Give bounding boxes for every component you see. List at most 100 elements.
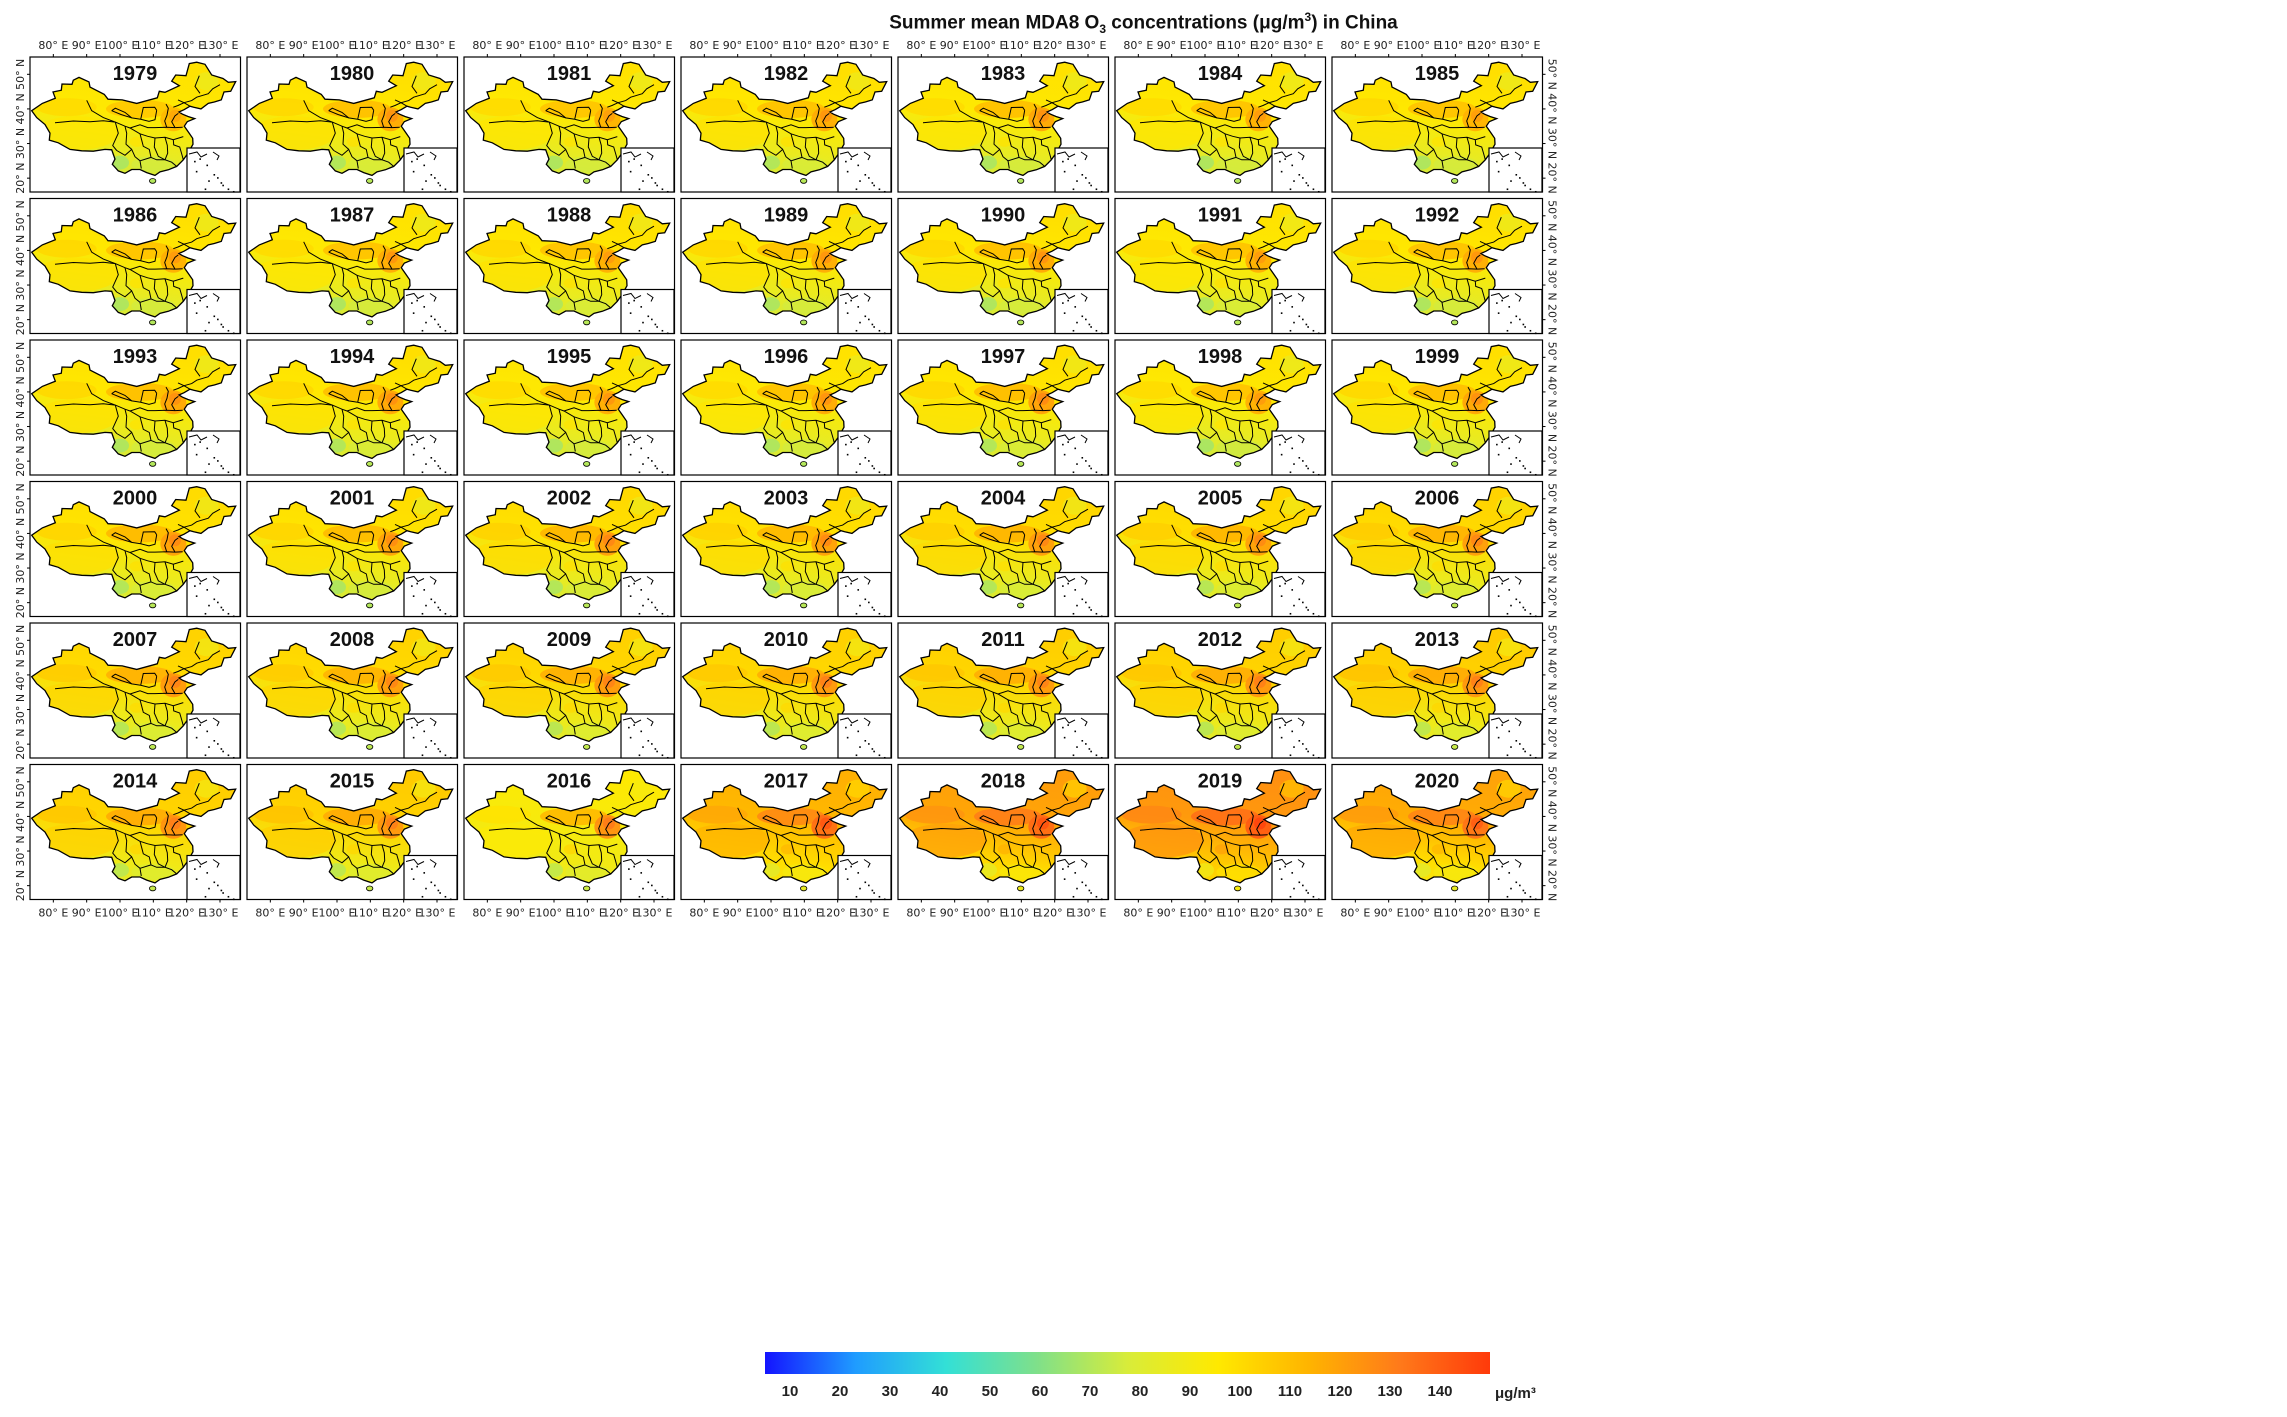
province-boundary bbox=[164, 420, 169, 443]
panel-year-label: 1994 bbox=[330, 346, 375, 368]
province-boundary bbox=[607, 225, 655, 250]
south-china-sea-inset bbox=[620, 147, 675, 193]
y-tick-label: 50° N bbox=[14, 483, 27, 514]
province-boundary bbox=[1258, 791, 1306, 816]
province-boundary bbox=[845, 500, 852, 519]
south-china-sea-inset bbox=[837, 854, 892, 901]
province-boundary bbox=[1418, 558, 1454, 586]
province-boundary bbox=[1442, 389, 1460, 403]
south-china-sea-inset bbox=[1488, 571, 1543, 618]
province-boundary bbox=[1040, 564, 1052, 585]
colorbar-tick-label: 130 bbox=[1377, 1383, 1402, 1400]
figure-title: Summer mean MDA8 O3 concentrations (μg/m… bbox=[889, 10, 1398, 37]
province-boundary bbox=[1414, 263, 1421, 293]
province-boundary bbox=[574, 672, 592, 686]
province-boundary bbox=[992, 833, 1001, 858]
province-boundary bbox=[1214, 265, 1268, 270]
province-boundary bbox=[172, 847, 184, 868]
province-boundary bbox=[124, 126, 133, 150]
map-panel-1997: 1997 bbox=[897, 339, 1110, 476]
province-boundary bbox=[173, 508, 221, 533]
province-boundary bbox=[164, 703, 169, 726]
province-boundary bbox=[356, 274, 401, 282]
province-boundary bbox=[762, 815, 784, 826]
map-panel-1988: 1988 bbox=[463, 197, 676, 335]
province-boundary bbox=[823, 139, 835, 160]
province-boundary bbox=[111, 107, 133, 119]
province-boundary bbox=[390, 367, 438, 391]
province-boundary bbox=[1262, 99, 1276, 107]
province-boundary bbox=[823, 847, 835, 868]
province-boundary bbox=[1249, 811, 1254, 835]
province-boundary bbox=[791, 106, 809, 120]
province-boundary bbox=[992, 267, 1001, 292]
country-outline bbox=[247, 61, 454, 177]
province-boundary bbox=[389, 281, 401, 302]
x-tick-label: 100° E bbox=[102, 907, 139, 920]
south-china-sea-inset bbox=[403, 854, 458, 901]
province-boundary bbox=[1426, 126, 1435, 150]
country-outline bbox=[1115, 61, 1322, 177]
panel-year-label: 2016 bbox=[547, 771, 592, 793]
y-tick-label: 40° N bbox=[14, 659, 27, 690]
province-boundary bbox=[1356, 120, 1418, 124]
province-boundary bbox=[341, 550, 350, 575]
province-boundary bbox=[116, 275, 152, 303]
province-boundary bbox=[1249, 278, 1254, 302]
province-boundary bbox=[390, 508, 438, 533]
province-boundary bbox=[828, 665, 842, 673]
province-boundary bbox=[1413, 815, 1435, 826]
province-boundary bbox=[606, 705, 618, 726]
province-boundary bbox=[822, 820, 830, 836]
panel-year-label: 2011 bbox=[981, 629, 1024, 651]
province-boundary bbox=[129, 407, 183, 412]
province-boundary bbox=[763, 404, 770, 434]
province-boundary bbox=[54, 120, 116, 124]
south-china-sea-inset bbox=[1488, 288, 1543, 335]
province-boundary bbox=[804, 562, 817, 585]
province-boundary bbox=[164, 844, 169, 868]
province-boundary bbox=[1473, 395, 1481, 411]
province-boundary bbox=[763, 121, 770, 151]
y-tick-label: 40° N bbox=[1546, 235, 1559, 266]
province-boundary bbox=[1197, 121, 1204, 151]
province-boundary bbox=[1249, 386, 1254, 411]
province-boundary bbox=[116, 699, 152, 728]
province-boundary bbox=[767, 699, 803, 728]
province-boundary bbox=[1209, 550, 1218, 575]
province-boundary bbox=[1455, 137, 1468, 161]
province-boundary bbox=[177, 665, 191, 673]
province-boundary bbox=[139, 133, 184, 141]
province-boundary bbox=[1496, 783, 1503, 802]
province-boundary bbox=[1021, 845, 1034, 868]
province-boundary bbox=[628, 217, 635, 236]
province-boundary bbox=[1257, 705, 1269, 726]
province-boundary bbox=[1007, 133, 1052, 141]
province-boundary bbox=[763, 263, 770, 293]
province-boundary bbox=[1032, 137, 1037, 160]
province-boundary bbox=[1039, 112, 1047, 128]
province-boundary bbox=[1224, 302, 1227, 311]
province-boundary bbox=[1413, 110, 1460, 122]
province-boundary bbox=[558, 267, 567, 292]
province-boundary bbox=[1442, 672, 1460, 686]
map-panel-1986: 1986 bbox=[29, 197, 242, 335]
x-tick-label: 90° E bbox=[723, 39, 753, 52]
province-boundary bbox=[328, 249, 350, 260]
map-panel-2008: 2008 bbox=[246, 622, 459, 759]
province-boundary bbox=[980, 687, 987, 717]
province-boundary bbox=[1007, 160, 1010, 169]
province-boundary bbox=[173, 650, 221, 674]
x-tick-label: 120° E bbox=[1253, 907, 1290, 920]
province-boundary bbox=[1257, 847, 1269, 868]
province-boundary bbox=[762, 532, 784, 543]
province-boundary bbox=[815, 103, 820, 128]
colorbar-tick-label: 30 bbox=[882, 1383, 899, 1400]
country-outline bbox=[464, 203, 671, 318]
map-panel-2016: 2016 bbox=[463, 763, 676, 901]
province-boundary bbox=[1045, 99, 1059, 107]
province-boundary bbox=[164, 528, 169, 552]
hainan-island bbox=[1234, 744, 1242, 750]
province-boundary bbox=[194, 500, 201, 519]
province-boundary bbox=[1441, 274, 1486, 282]
